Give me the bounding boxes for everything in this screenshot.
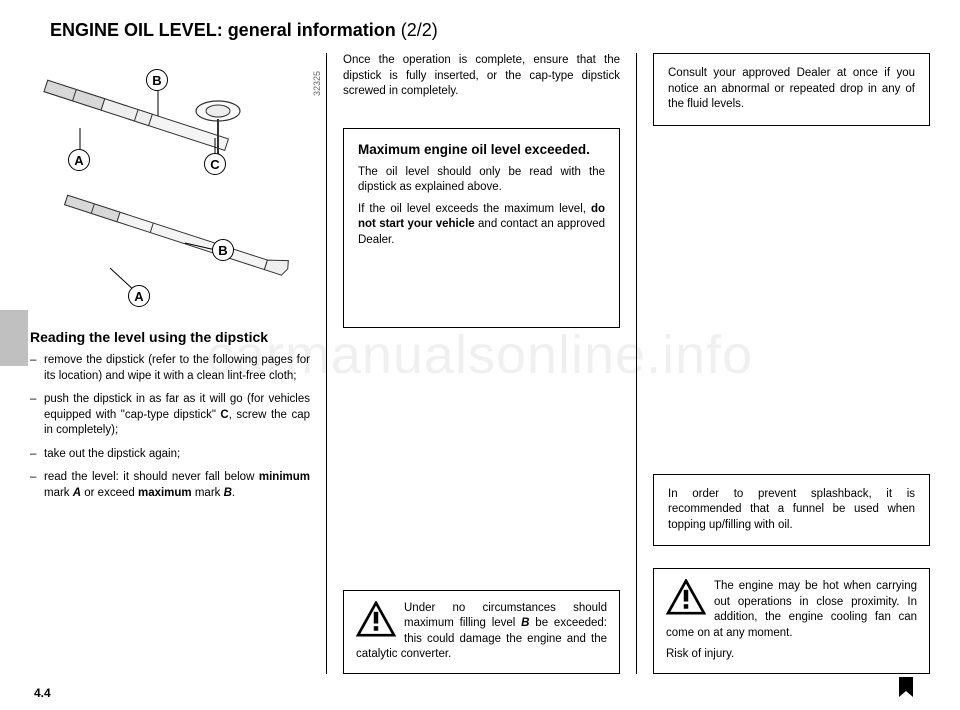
divider-2 <box>636 53 637 674</box>
dealer-box: Consult your approved Dealer at once if … <box>653 53 930 126</box>
step-3: take out the dipstick again; <box>30 447 310 463</box>
dealer-text: Consult your approved Dealer at once if … <box>668 67 915 110</box>
step-1: remove the dipstick (refer to the follow… <box>30 353 310 384</box>
reading-steps: remove the dipstick (refer to the follow… <box>30 353 310 509</box>
intro-text: Once the operation is complete, ensure t… <box>343 53 620 100</box>
dipstick-diagram: 32325 <box>30 53 310 313</box>
page-title: ENGINE OIL LEVEL: general information (2… <box>30 20 930 41</box>
warn-hot-engine: The engine may be hot when carrying out … <box>653 568 930 674</box>
step-2: push the dipstick in as far as it will g… <box>30 392 310 439</box>
column-3: Consult your approved Dealer at once if … <box>653 53 930 674</box>
label-C: C <box>204 153 226 175</box>
label-B2: B <box>212 239 234 261</box>
label-B1: B <box>146 69 168 91</box>
step-4: read the level: it should never fall bel… <box>30 470 310 501</box>
title-main: ENGINE OIL LEVEL: general information <box>50 20 396 40</box>
warn-max-fill: Under no circumstances should maximum fi… <box>343 590 620 674</box>
reading-subhead: Reading the level using the dipstick <box>30 329 310 345</box>
warning-icon <box>356 601 396 637</box>
page-number: 4.4 <box>30 686 930 700</box>
page: ENGINE OIL LEVEL: general information (2… <box>0 0 960 710</box>
warning-icon <box>666 579 706 615</box>
funnel-box: In order to prevent splashback, it is re… <box>653 474 930 547</box>
divider-1 <box>326 53 327 674</box>
columns: 32325 <box>30 53 930 674</box>
column-1: 32325 <box>30 53 310 674</box>
image-id: 32325 <box>312 71 322 96</box>
column-2: Once the operation is complete, ensure t… <box>343 53 620 674</box>
max-level-p2: If the oil level exceeds the maximum lev… <box>358 202 605 249</box>
label-A1: A <box>68 149 90 171</box>
max-level-head: Maximum engine oil level exceeded. <box>358 141 605 159</box>
label-A2: A <box>128 285 150 307</box>
max-level-p1: The oil level should only be read with t… <box>358 165 605 196</box>
warn-hot-p2: Risk of injury. <box>666 647 917 663</box>
bookmark-icon <box>898 676 914 698</box>
funnel-text: In order to prevent splashback, it is re… <box>668 488 915 531</box>
side-tab <box>0 310 28 366</box>
title-part: (2/2) <box>401 20 438 40</box>
dipstick-svg <box>30 53 310 313</box>
max-level-box: Maximum engine oil level exceeded. The o… <box>343 128 620 328</box>
